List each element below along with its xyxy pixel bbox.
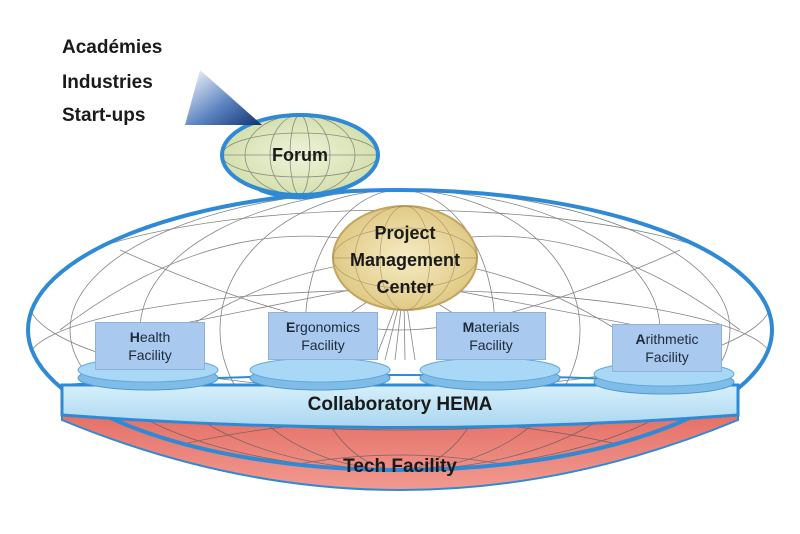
pmc-label-line3: Center — [376, 277, 434, 297]
tech-facility-label: Tech Facility — [343, 456, 457, 477]
facility-name-rest: rithmetic — [645, 331, 699, 347]
facility-line2: Facility — [301, 337, 345, 353]
facility-line2: Facility — [645, 349, 689, 365]
facility-line2: Facility — [128, 347, 172, 363]
pmc-label-line1: Project — [374, 223, 436, 243]
facility-initial: M — [462, 319, 475, 335]
pmc-label-line2: Management — [349, 250, 461, 270]
facility-line2: Facility — [469, 337, 513, 353]
pmc-sphere — [332, 205, 478, 311]
facility-health: Health Facility — [95, 322, 205, 370]
tech-facility-bowl — [61, 404, 739, 491]
collaboratory-label: Collaboratory HEMA — [307, 394, 493, 415]
facility-arithmetic: Arithmetic Facility — [612, 324, 722, 372]
facility-materials: Materials Facility — [436, 312, 546, 360]
facility-initial: E — [286, 319, 296, 335]
facility-initial: H — [129, 329, 140, 345]
source-cone — [185, 70, 262, 125]
facility-name-rest: ealth — [139, 329, 171, 345]
label-industries: Industries — [62, 72, 153, 93]
facility-initial: A — [635, 331, 646, 347]
facility-ergonomics: Ergonomics Facility — [268, 312, 378, 360]
facility-name-rest: aterials — [474, 319, 520, 335]
facility-name-rest: rgonomics — [295, 319, 360, 335]
label-academies: Académies — [62, 37, 163, 58]
forum-label: Forum — [272, 145, 328, 165]
collaboratory-band — [60, 383, 740, 429]
pmc-label: Project Management Center — [333, 220, 477, 301]
hema-outer-ring — [26, 188, 774, 472]
label-start-ups: Start-ups — [62, 105, 146, 126]
forum-sphere — [220, 113, 380, 197]
